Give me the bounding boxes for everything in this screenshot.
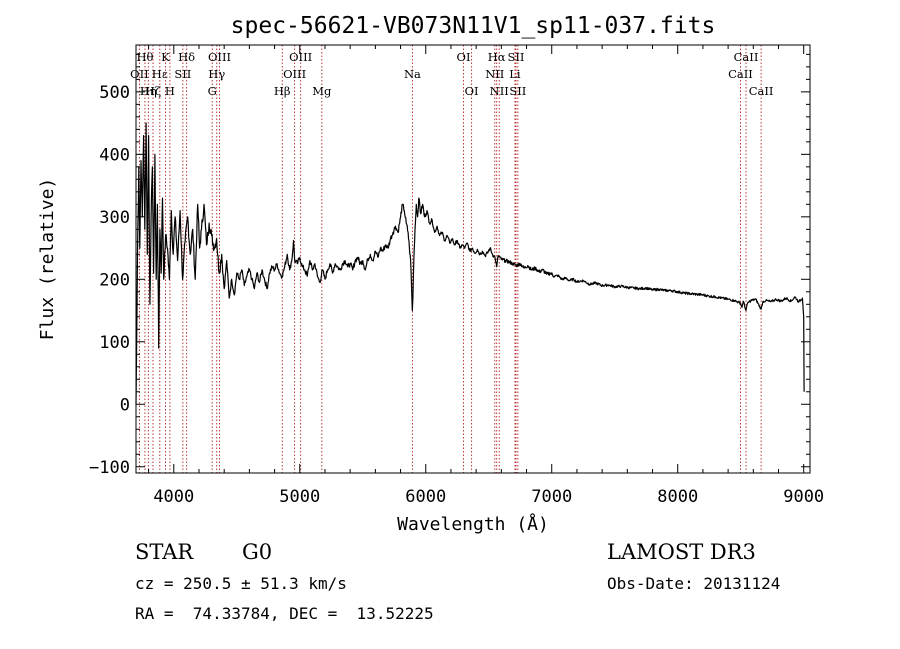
y-axis-ticks: −100 0 100 200 300 400 500 [89,53,810,478]
line-marker-label: SII [507,50,524,64]
line-marker-label: SII [509,84,526,98]
line-marker-label: Hδ [178,50,195,64]
x-tick-label: 4000 [153,487,194,507]
line-marker-label: CaII [728,67,753,81]
obs-date-text: Obs-Date: 20131124 [607,574,780,593]
line-marker-label: Hη [140,84,157,98]
y-tick-label: 300 [99,208,130,228]
line-marker-label: OI [457,50,471,64]
y-axis-label: Flux (relative) [37,178,58,341]
line-marker-label: CaII [734,50,759,64]
spectral-line-markers [138,45,762,473]
line-marker-label: SII [174,67,191,81]
line-marker-label: NII [490,84,509,98]
line-marker-label: OIII [208,50,231,64]
line-marker-label: Mg [312,84,332,98]
line-marker-label: OII [130,67,149,81]
line-marker-label: G [208,84,217,98]
coordinates-text: RA = 74.33784, DEC = 13.52225 [135,604,434,623]
line-marker-label: H [165,84,175,98]
object-class: STAR [135,540,194,564]
line-marker-label: K [161,50,170,64]
x-tick-label: 8000 [657,487,698,507]
x-tick-label: 5000 [279,487,320,507]
line-marker-label: CaII [749,84,774,98]
line-marker-label: Hζ [145,84,161,98]
x-axis-label: Wavelength (Å) [397,513,549,535]
line-marker-label: OI [465,84,479,98]
y-tick-label: −100 [89,458,130,478]
line-marker-label: OIII [289,50,312,64]
redshift-text: cz = 250.5 ± 51.3 km/s [135,574,347,593]
x-tick-label: 7000 [531,487,572,507]
y-tick-label: 0 [120,395,130,415]
y-tick-label: 100 [99,333,130,353]
x-axis-ticks: 4000 5000 6000 7000 8000 9000 [148,45,824,507]
line-marker-label: Hθ [136,50,153,64]
object-subclass: G0 [242,540,272,564]
y-tick-label: 500 [99,83,130,103]
line-marker-label: Li [509,67,521,81]
y-tick-label: 400 [99,145,130,165]
line-marker-label: Hα [488,50,506,64]
line-marker-label: OIII [283,67,306,81]
y-tick-label: 200 [99,270,130,290]
line-marker-label: Hγ [208,67,225,81]
spectrum-line [135,122,805,405]
x-tick-label: 6000 [405,487,446,507]
plot-frame [135,44,811,474]
line-marker-label: NII [485,67,504,81]
survey-name: LAMOST DR3 [607,540,756,564]
chart-title: spec-56621-VB073N11V1_sp11-037.fits [231,13,716,39]
x-tick-label: 9000 [783,487,824,507]
line-marker-label: Hβ [274,84,291,98]
line-marker-label: Hε [152,67,168,81]
line-marker-label: Na [404,67,421,81]
